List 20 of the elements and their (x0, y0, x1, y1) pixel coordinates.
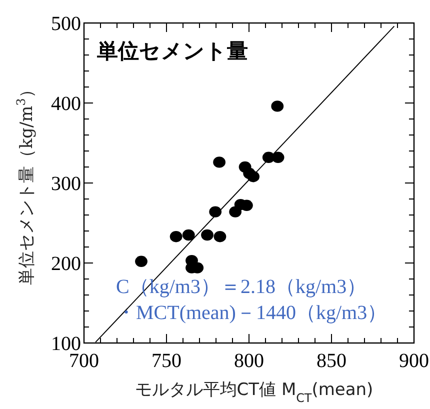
text: 単位セメント量 (96, 39, 248, 63)
x-tick-label: 800 (234, 350, 264, 372)
point (214, 231, 226, 242)
point (271, 100, 284, 112)
y-tick-label: 500 (51, 13, 81, 35)
annotation: ・MCT(mean)－1440（kg/m3） (116, 302, 388, 324)
point (209, 206, 222, 218)
point (213, 156, 226, 168)
x-tick-label: 850 (316, 350, 346, 372)
x-tick-label: 900 (399, 350, 429, 372)
y-tick-label: 200 (51, 253, 81, 275)
y-tick-label: 400 (51, 93, 81, 115)
x-axis-title: モルタル平均CT値 M$_{CT}$(mean) (134, 380, 374, 405)
point (170, 231, 182, 242)
point (182, 229, 195, 241)
point (135, 256, 148, 267)
point (201, 229, 214, 241)
point (272, 152, 284, 163)
y-tick-label: 300 (51, 173, 81, 195)
x-tick-label: 750 (152, 350, 182, 372)
